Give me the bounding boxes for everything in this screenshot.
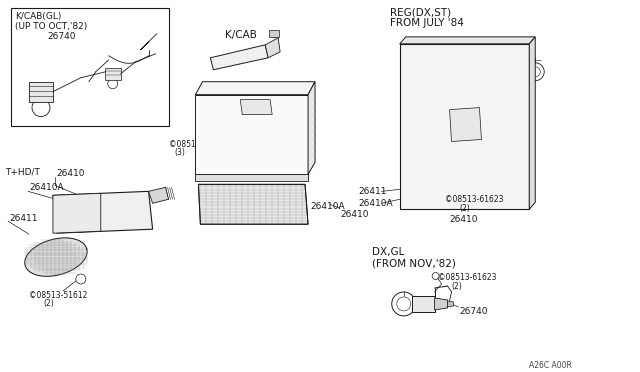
Polygon shape [195,94,308,174]
Text: (2): (2) [43,299,54,308]
Polygon shape [435,298,447,310]
Text: FROM JULY '84: FROM JULY '84 [390,18,463,28]
Polygon shape [211,45,268,70]
Text: 26410A: 26410A [29,183,63,192]
Polygon shape [400,44,529,209]
Text: 26410A: 26410A [358,199,392,208]
Text: 26740: 26740 [460,307,488,316]
Text: (2): (2) [460,204,470,213]
Text: 26410: 26410 [56,169,84,179]
Text: 26740: 26740 [47,32,76,41]
Bar [11,8,168,126]
Text: (2): (2) [452,282,462,291]
Text: (FROM NOV,'82): (FROM NOV,'82) [372,258,456,268]
Polygon shape [449,108,481,141]
Text: ©08513-61623: ©08513-61623 [445,195,503,204]
Polygon shape [447,301,454,307]
Polygon shape [105,68,121,80]
Polygon shape [195,174,308,182]
Text: ©08513-61623: ©08513-61623 [438,273,496,282]
Polygon shape [53,191,152,233]
Text: ©08513-51612: ©08513-51612 [29,291,88,300]
Polygon shape [198,185,308,224]
Text: K/CAB: K/CAB [225,30,257,40]
Text: 26411: 26411 [9,214,38,223]
Text: ©08513-51612: ©08513-51612 [168,140,227,148]
Polygon shape [195,82,315,94]
Polygon shape [269,30,279,37]
Polygon shape [240,100,272,115]
Text: REG(DX,ST): REG(DX,ST) [390,8,451,18]
Text: (UP TO OCT,'82): (UP TO OCT,'82) [15,22,87,31]
Polygon shape [529,37,535,209]
Text: 26410: 26410 [340,210,369,219]
Polygon shape [308,82,315,174]
Text: (3): (3) [175,148,186,157]
Polygon shape [25,238,87,276]
Text: 26410: 26410 [449,215,478,224]
Text: 26411: 26411 [358,187,387,196]
Polygon shape [148,187,168,203]
Polygon shape [412,296,435,312]
Text: T+HD/T: T+HD/T [5,167,40,176]
Text: 26410A: 26410A [310,202,345,211]
Polygon shape [29,82,53,102]
Text: A26C A00R: A26C A00R [529,361,572,370]
Polygon shape [400,37,535,44]
Polygon shape [265,38,280,58]
Text: DX,GL: DX,GL [372,247,404,257]
Text: K/CAB(GL): K/CAB(GL) [15,12,61,21]
Polygon shape [53,193,100,233]
